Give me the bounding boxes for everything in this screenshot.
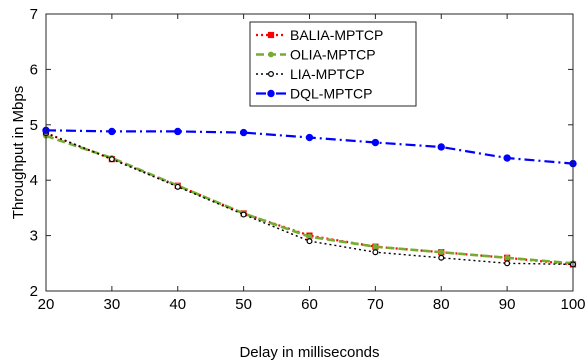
data-point-dql-mptcp (371, 138, 380, 147)
x-axis-label: Delay in milliseconds (239, 344, 379, 360)
data-point-dql-mptcp (174, 127, 182, 136)
y-tick-label: 5 (30, 117, 38, 134)
data-point-olia-mptcp (504, 254, 511, 261)
x-tick-label: 30 (104, 296, 121, 313)
data-point-lia-mptcp (372, 249, 379, 256)
legend-label-lia-mptcp: LIA-MPTCP (290, 66, 365, 82)
legend: BALIA-MPTCP OLIA-MPTCP LIA-MPTCP DQL-MPTCP (249, 21, 417, 107)
x-tick-label: 80 (433, 296, 450, 313)
y-tick-label: 4 (30, 172, 38, 189)
data-point-dql-mptcp (503, 154, 511, 162)
series-layer (42, 126, 577, 268)
data-point-lia-mptcp (174, 183, 181, 190)
y-tick-label: 3 (30, 228, 38, 245)
legend-item-olia-mptcp: OLIA-MPTCP (256, 47, 376, 63)
x-tick-label: 20 (38, 296, 55, 313)
legend-label-olia-mptcp: OLIA-MPTCP (290, 47, 376, 63)
data-point-lia-mptcp (504, 260, 511, 267)
y-tick-label: 7 (30, 6, 38, 23)
data-point-dql-mptcp (305, 133, 314, 142)
data-point-lia-mptcp (240, 211, 247, 218)
legend-item-balia-mptcp: BALIA-MPTCP (256, 27, 383, 43)
data-point-olia-mptcp (372, 243, 379, 250)
data-point-dql-mptcp (437, 143, 445, 151)
x-tick-label: 40 (169, 296, 186, 313)
legend-marker-lia-mptcp (268, 70, 275, 77)
legend-item-lia-mptcp: LIA-MPTCP (256, 66, 365, 82)
x-tick-label: 70 (367, 296, 384, 313)
data-point-lia-mptcp (438, 254, 445, 261)
tick-layer: 20 30 40 50 60 70 80 90 100 2 3 4 5 6 7 (30, 6, 586, 313)
legend-marker-olia-mptcp (268, 51, 274, 58)
data-point-dql-mptcp (108, 127, 116, 136)
data-point-lia-mptcp (108, 156, 115, 163)
legend-marker-balia-mptcp (267, 31, 275, 39)
x-tick-label: 100 (560, 296, 585, 313)
legend-marker-dql-mptcp (267, 89, 275, 98)
x-tick-label: 50 (235, 296, 252, 313)
y-axis-label: Throughput in Mbps (10, 86, 27, 219)
data-point-lia-mptcp (306, 238, 313, 245)
x-tick-label: 90 (499, 296, 516, 313)
data-point-dql-mptcp (239, 128, 248, 137)
legend-item-dql-mptcp: DQL-MPTCP (256, 86, 372, 102)
series-line-lia-mptcp (45, 132, 574, 266)
y-tick-label: 6 (30, 61, 38, 78)
x-tick-label: 60 (301, 296, 318, 313)
data-point-olia-mptcp (438, 249, 445, 256)
y-tick-label: 2 (30, 283, 38, 300)
legend-label-balia-mptcp: BALIA-MPTCP (290, 27, 383, 43)
legend-label-dql-mptcp: DQL-MPTCP (290, 86, 372, 102)
